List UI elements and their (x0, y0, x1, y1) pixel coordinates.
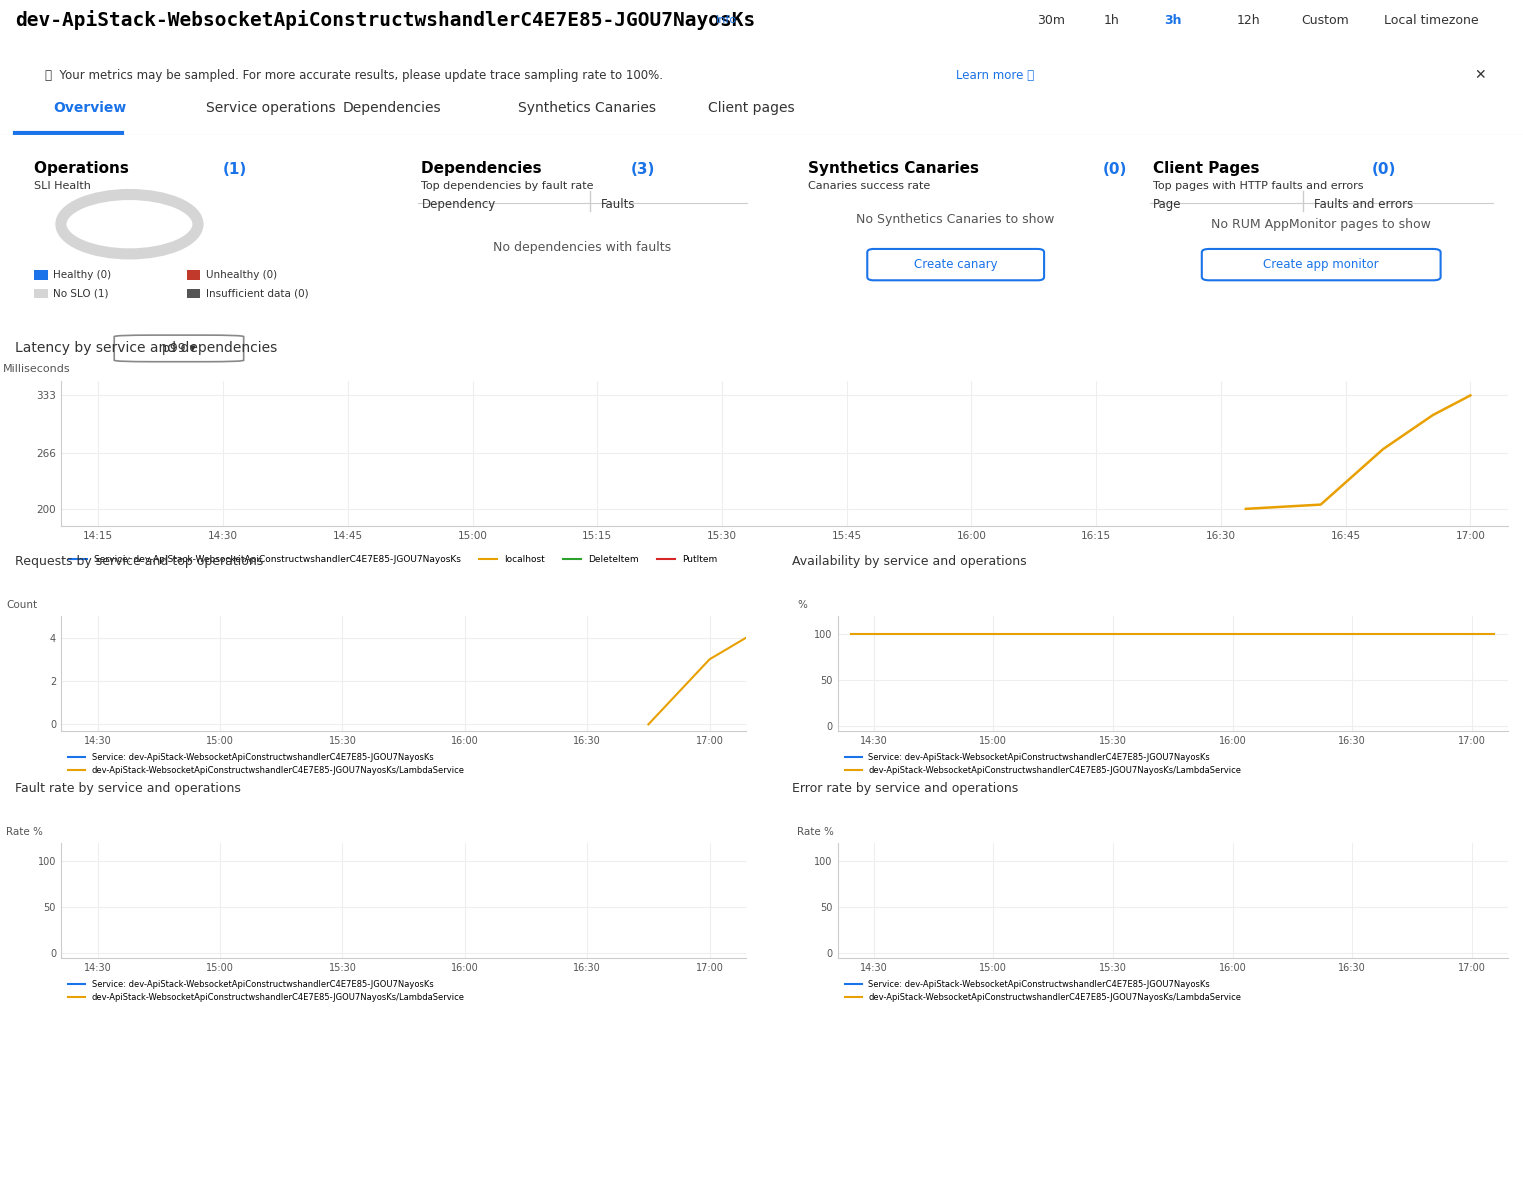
Text: No dependencies with faults: No dependencies with faults (493, 241, 672, 254)
Text: Operations: Operations (34, 162, 134, 176)
Text: (1): (1) (222, 162, 247, 176)
Text: Unhealthy (0): Unhealthy (0) (206, 271, 277, 280)
Text: Rate %: Rate % (6, 827, 43, 837)
Text: Insufficient data (0): Insufficient data (0) (206, 288, 308, 299)
Text: 30m: 30m (1037, 13, 1065, 26)
Text: Fault rate by service and operations: Fault rate by service and operations (15, 782, 241, 795)
Legend: Service: dev-ApiStack-WebsocketApiConstructwshandlerC4E7E85-JGOU7NayosKs, dev-Ap: Service: dev-ApiStack-WebsocketApiConstr… (842, 749, 1244, 779)
Text: Top pages with HTTP faults and errors: Top pages with HTTP faults and errors (1153, 181, 1363, 191)
Text: Dependency: Dependency (422, 197, 496, 210)
Text: Service operations: Service operations (206, 102, 335, 116)
Text: 3h: 3h (1164, 13, 1182, 26)
Legend: Service: dev-ApiStack-WebsocketApiConstructwshandlerC4E7E85-JGOU7NayosKs, dev-Ap: Service: dev-ApiStack-WebsocketApiConstr… (65, 976, 468, 1006)
Text: ✕: ✕ (1474, 69, 1485, 83)
Text: Faults: Faults (600, 197, 635, 210)
Text: ⓘ  Your metrics may be sampled. For more accurate results, please update trace s: ⓘ Your metrics may be sampled. For more … (46, 69, 667, 82)
Text: Latency by service and dependencies: Latency by service and dependencies (15, 342, 277, 356)
Text: 1h: 1h (1104, 13, 1119, 26)
Bar (186, 271, 200, 280)
Text: p99 ▾: p99 ▾ (161, 342, 196, 355)
Text: Synthetics Canaries: Synthetics Canaries (518, 102, 656, 116)
FancyBboxPatch shape (867, 249, 1045, 280)
Text: Custom: Custom (1301, 13, 1349, 26)
Text: Synthetics Canaries: Synthetics Canaries (809, 162, 984, 176)
Text: (0): (0) (1372, 162, 1397, 176)
Text: Overview: Overview (53, 102, 126, 116)
Text: %: % (798, 600, 807, 610)
Legend: Service: dev-ApiStack-WebsocketApiConstructwshandlerC4E7E85-JGOU7NayosKs, localh: Service: dev-ApiStack-WebsocketApiConstr… (65, 552, 722, 567)
Legend: Service: dev-ApiStack-WebsocketApiConstructwshandlerC4E7E85-JGOU7NayosKs, dev-Ap: Service: dev-ApiStack-WebsocketApiConstr… (842, 976, 1244, 1006)
Text: (0): (0) (1103, 162, 1127, 176)
Text: dev-ApiStack-WebsocketApiConstructwshandlerC4E7E85-JGOU7NayosKs: dev-ApiStack-WebsocketApiConstructwshand… (15, 9, 755, 30)
FancyBboxPatch shape (1202, 249, 1441, 280)
Text: Milliseconds: Milliseconds (3, 364, 70, 374)
Text: No Synthetics Canaries to show: No Synthetics Canaries to show (856, 213, 1055, 226)
Text: Count: Count (6, 600, 37, 610)
Legend: Service: dev-ApiStack-WebsocketApiConstructwshandlerC4E7E85-JGOU7NayosKs, dev-Ap: Service: dev-ApiStack-WebsocketApiConstr… (65, 749, 468, 779)
Text: Client Pages: Client Pages (1153, 162, 1266, 176)
Text: Requests by service and top operations: Requests by service and top operations (15, 556, 263, 569)
Text: Local timezone: Local timezone (1384, 13, 1479, 26)
Bar (34, 271, 47, 280)
Text: Rate %: Rate % (798, 827, 835, 837)
FancyBboxPatch shape (114, 336, 244, 362)
Text: Learn more ⧉: Learn more ⧉ (955, 69, 1034, 82)
Text: SLI Health: SLI Health (34, 181, 91, 191)
Text: No SLO (1): No SLO (1) (53, 288, 108, 299)
Text: Availability by service and operations: Availability by service and operations (792, 556, 1027, 569)
Text: Client pages: Client pages (708, 102, 795, 116)
Bar (186, 288, 200, 298)
Text: Healthy (0): Healthy (0) (53, 271, 111, 280)
Text: Dependencies: Dependencies (343, 102, 442, 116)
Text: Top dependencies by fault rate: Top dependencies by fault rate (422, 181, 594, 191)
Bar (34, 288, 47, 298)
Text: 12h: 12h (1237, 13, 1261, 26)
Text: Error rate by service and operations: Error rate by service and operations (792, 782, 1019, 795)
Text: Canaries success rate: Canaries success rate (809, 181, 931, 191)
Text: Create canary: Create canary (914, 258, 998, 271)
Text: Create app monitor: Create app monitor (1264, 258, 1378, 271)
Text: Dependencies: Dependencies (422, 162, 547, 176)
Text: Page: Page (1153, 197, 1182, 210)
Text: (3): (3) (631, 162, 655, 176)
Text: No RUM AppMonitor pages to show: No RUM AppMonitor pages to show (1211, 217, 1432, 230)
Text: Faults and errors: Faults and errors (1314, 197, 1413, 210)
Text: Info: Info (716, 15, 737, 25)
